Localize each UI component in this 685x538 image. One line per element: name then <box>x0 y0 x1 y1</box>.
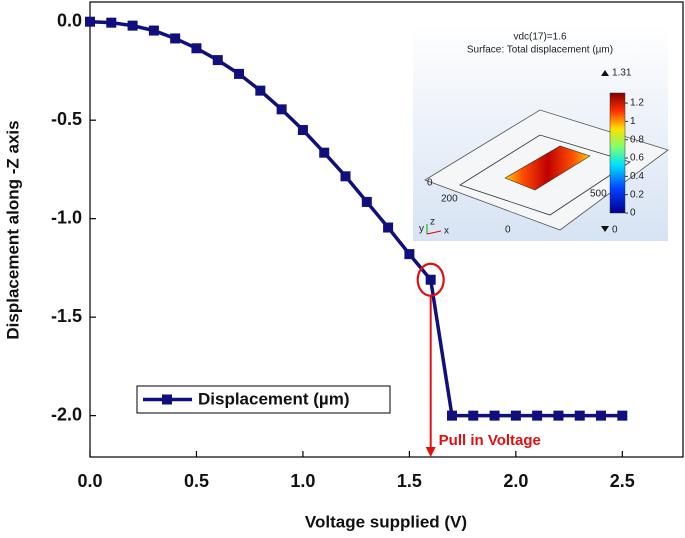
marker <box>468 410 479 421</box>
beam <box>504 145 591 191</box>
max-label: 1.31 <box>612 68 632 79</box>
colorbar-label: 0.6 <box>630 153 644 164</box>
marker <box>85 16 95 27</box>
marker <box>170 33 181 44</box>
y-tick-label: 0.0 <box>57 10 82 30</box>
x-tick-label: 0.0 <box>77 471 102 491</box>
marker <box>127 20 138 31</box>
x-tick-label: 1.0 <box>290 471 315 491</box>
inset-image: vdc(17)=1.6 Surface: Total displacement … <box>413 25 669 241</box>
marker <box>148 25 159 36</box>
electrode-outline <box>459 134 631 216</box>
colorbar-label: 0.8 <box>630 134 644 145</box>
scale-label: 200 <box>441 194 458 205</box>
scale-label: 0 <box>505 225 511 236</box>
marker <box>553 410 564 421</box>
marker <box>425 274 436 285</box>
x-tick-label: 0.5 <box>184 471 209 491</box>
min-label: 0 <box>612 225 618 236</box>
inset-title: vdc(17)=1.6 <box>513 32 567 43</box>
colorbar-label: 0.4 <box>630 171 644 182</box>
inset-subtitle: Surface: Total displacement (µm) <box>467 45 613 56</box>
annotation-label: Pull in Voltage <box>439 432 541 449</box>
y-tick-label: -1.5 <box>51 306 82 326</box>
colorbar <box>609 92 626 214</box>
max-marker <box>601 70 609 76</box>
scale-label: 0 <box>427 178 433 189</box>
y-tick-label: -1.0 <box>51 207 82 227</box>
axis-letter: z <box>430 217 435 228</box>
axis-letter: y <box>419 224 424 235</box>
marker <box>574 410 585 421</box>
marker <box>617 410 628 421</box>
marker <box>404 249 415 260</box>
marker <box>106 17 117 28</box>
y-axis-title: Displacement along -Z axis <box>3 120 22 339</box>
colorbar-label: 1 <box>630 116 636 127</box>
legend-marker <box>162 394 172 405</box>
marker <box>489 410 500 421</box>
marker <box>446 410 457 421</box>
marker <box>532 410 543 421</box>
marker <box>596 410 607 421</box>
colorbar-label: 0.2 <box>630 189 644 200</box>
marker <box>383 222 394 233</box>
marker <box>234 68 245 79</box>
arrow-head <box>425 447 436 457</box>
scale-label: 500 <box>590 189 607 200</box>
marker <box>361 196 372 207</box>
marker <box>340 171 351 182</box>
marker <box>276 104 287 115</box>
axis-letter: x <box>444 226 449 237</box>
colorbar-label: 0 <box>630 208 636 219</box>
plot-frame <box>89 1 684 458</box>
marker <box>319 147 330 158</box>
axis-x <box>426 230 442 235</box>
legend-label: Displacement (µm) <box>198 389 350 408</box>
y-tick-label: -2.0 <box>51 404 82 424</box>
min-marker <box>601 226 609 232</box>
marker <box>191 43 202 54</box>
marker <box>212 55 223 66</box>
x-tick-label: 2.5 <box>610 471 635 491</box>
y-tick-label: -0.5 <box>51 109 82 129</box>
marker <box>297 125 308 136</box>
marker <box>255 85 266 96</box>
x-tick-label: 1.5 <box>397 471 422 491</box>
x-axis-title: Voltage supplied (V) <box>305 512 467 531</box>
colorbar-label: 1.2 <box>630 98 644 109</box>
marker <box>510 410 521 421</box>
x-tick-label: 2.0 <box>503 471 528 491</box>
